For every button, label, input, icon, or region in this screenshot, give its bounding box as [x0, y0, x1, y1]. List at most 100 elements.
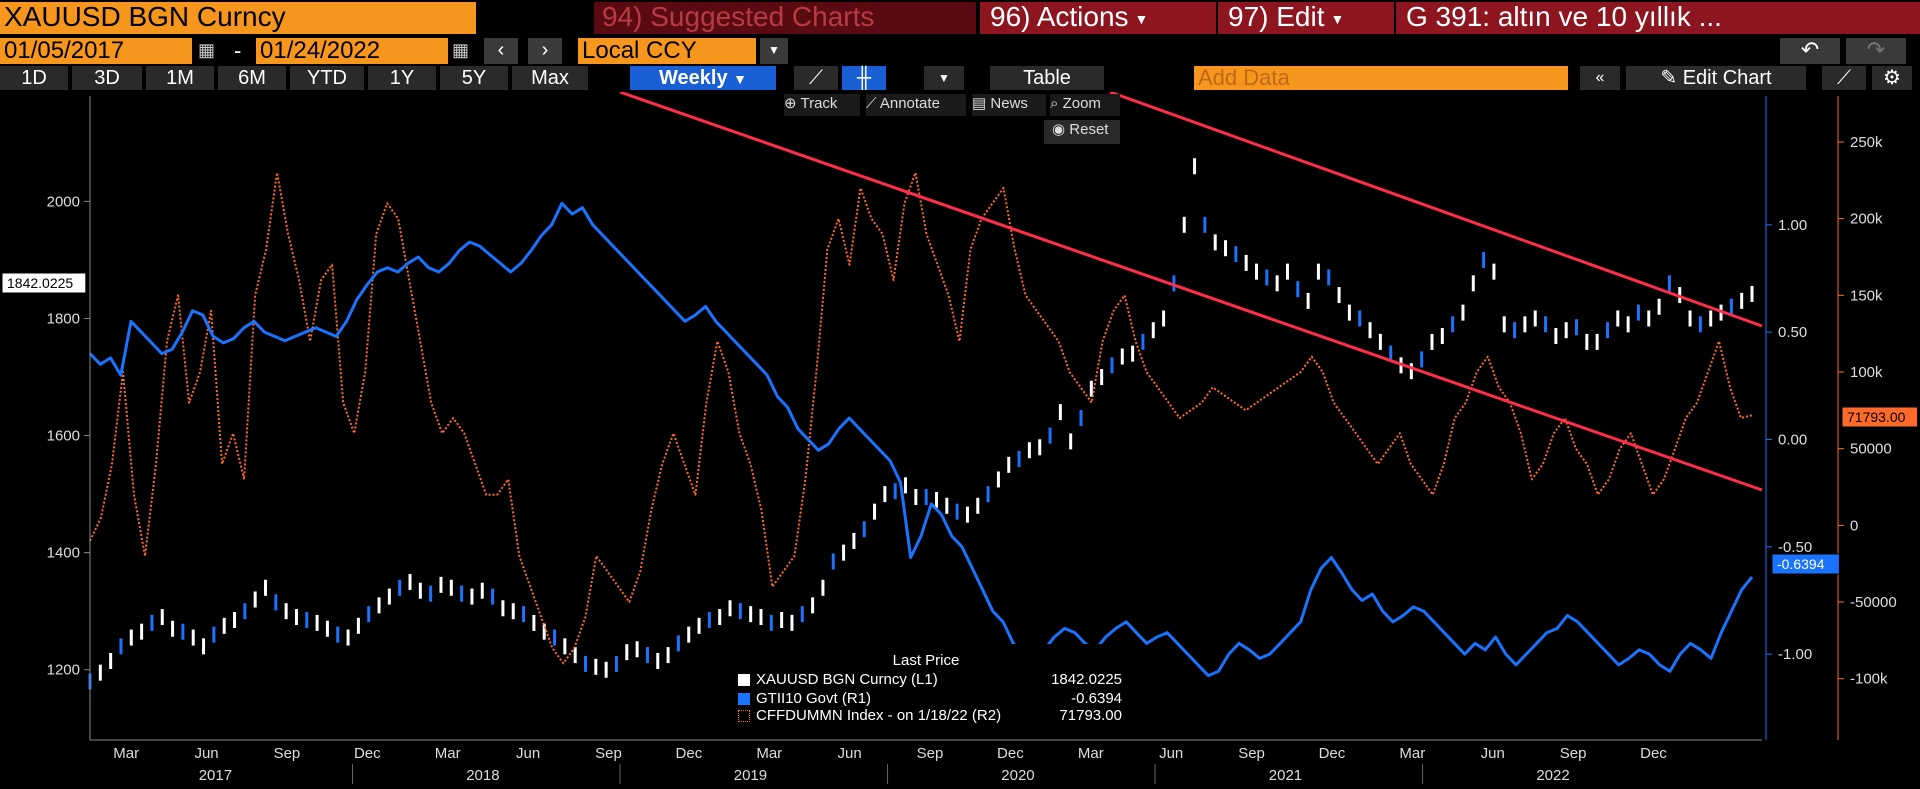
gold-candle — [728, 600, 732, 617]
range-button-ytd[interactable]: YTD — [290, 66, 364, 90]
gold-candle — [934, 491, 938, 508]
gold-candle — [718, 609, 722, 626]
reset-button[interactable]: ◉ Reset — [1044, 120, 1120, 144]
gold-candle — [1213, 234, 1217, 251]
x-year-label: 2021 — [1269, 767, 1302, 784]
gold-candle — [1058, 404, 1062, 421]
actions-menu-button[interactable]: 96) Actions ▼ — [980, 2, 1216, 34]
gold-candle — [1162, 310, 1166, 327]
gold-candle — [1554, 328, 1558, 345]
x-month-label: Sep — [274, 745, 301, 762]
chevron-down-icon[interactable]: ▼ — [760, 38, 788, 64]
range-button-5y[interactable]: 5Y — [440, 66, 508, 90]
line-chart-icon[interactable]: ⟋ — [794, 66, 838, 90]
annotate-label: Annotate — [879, 95, 940, 112]
gold-candle — [1193, 158, 1197, 175]
gold-candle — [449, 579, 453, 596]
annotate-tool[interactable]: ⟋ Annotate — [866, 94, 966, 116]
edit-lines-icon[interactable]: ⟋ — [1822, 66, 1866, 90]
gold-candle — [924, 489, 928, 506]
suggested-charts-button[interactable]: 94) Suggested Charts — [594, 2, 976, 34]
gold-candle — [1038, 439, 1042, 456]
range-button-1d[interactable]: 1D — [0, 66, 68, 90]
add-data-input[interactable]: Add Data — [1194, 66, 1568, 90]
security-ticker-field[interactable]: XAUUSD BGN Curncy — [0, 2, 476, 34]
news-tool[interactable]: ▤ News — [972, 94, 1046, 116]
calendar-icon[interactable]: ▦ — [452, 40, 470, 60]
gold-candle — [1533, 310, 1537, 327]
track-tool[interactable]: ⊕ Track — [784, 94, 860, 116]
gold-candle — [811, 597, 815, 614]
gold-candle — [666, 647, 670, 664]
range-button-1y[interactable]: 1Y — [368, 66, 436, 90]
end-date-field[interactable]: 01/24/2022 — [256, 38, 448, 64]
next-arrow-icon[interactable]: › — [528, 38, 562, 64]
track-label: Track — [800, 95, 838, 112]
zoom-tool[interactable]: ⌕ Zoom — [1050, 94, 1120, 116]
edit-chart-button[interactable]: ✎ Edit Chart — [1626, 66, 1806, 90]
index-line — [89, 171, 1753, 665]
yield-line — [88, 201, 1754, 678]
previous-arrow-icon[interactable]: ‹ — [484, 38, 518, 64]
currency-select[interactable]: Local CCY — [578, 38, 756, 64]
gold-candle — [914, 489, 918, 506]
range-button-3d[interactable]: 3D — [72, 66, 142, 90]
trendline-upper — [1109, 92, 1763, 328]
gold-candle — [1575, 319, 1579, 336]
right1-tick-label: -1.00 — [1778, 646, 1812, 663]
gear-icon[interactable]: ⚙ — [1872, 66, 1912, 90]
gold-candle — [243, 603, 247, 620]
range-button-max[interactable]: Max — [512, 66, 588, 90]
range-button-1m[interactable]: 1M — [146, 66, 214, 90]
gold-candle — [1172, 275, 1176, 292]
right2-tick-label: 0 — [1850, 517, 1858, 534]
x-month-label: Jun — [1159, 745, 1183, 762]
gold-candle — [1513, 322, 1517, 339]
start-date-field[interactable]: 01/05/2017 — [0, 38, 192, 64]
legend-title: Last Price — [892, 652, 960, 669]
edit-menu-button[interactable]: 97) Edit ▼ — [1218, 2, 1394, 34]
gold-candle — [625, 644, 629, 661]
x-month-label: Jun — [194, 745, 218, 762]
collapse-icon[interactable]: « — [1580, 66, 1620, 90]
legend-box: Last Price XAUUSD BGN Curncy (L1) 1842.0… — [724, 644, 1128, 732]
gold-candle — [1389, 345, 1393, 362]
candlestick-icon[interactable]: ╫ — [842, 66, 886, 90]
legend-row: GTII10 Govt (R1) -0.6394 — [724, 690, 1128, 707]
edit-chart-label: Edit Chart — [1682, 67, 1772, 89]
chevron-down-icon[interactable]: ▼ — [924, 66, 964, 90]
right2-tick-label: -100k — [1850, 671, 1888, 688]
x-month-label: Mar — [1399, 745, 1425, 762]
gold-candle — [707, 611, 711, 628]
calendar-icon[interactable]: ▦ — [198, 40, 216, 60]
gold-candle — [594, 658, 598, 675]
gold-candle — [553, 629, 557, 646]
gold-candle — [1306, 292, 1310, 309]
range-button-6m[interactable]: 6M — [218, 66, 286, 90]
x-month-label: Sep — [917, 745, 944, 762]
gold-candle — [1079, 410, 1083, 426]
table-button[interactable]: Table — [990, 66, 1104, 90]
gold-candle — [614, 655, 618, 672]
gold-candle — [109, 652, 113, 669]
gold-candle — [542, 623, 546, 640]
last-label-bg — [1771, 553, 1840, 575]
price-chart[interactable]: 1200 1400 1600 1800 2000 -1.00 -0.50 0.00 0.50 1.… — [0, 92, 1920, 789]
undo-icon[interactable]: ↶ — [1780, 38, 1840, 64]
gold-candle — [842, 544, 846, 561]
chart-title-field[interactable]: G 391: altın ve 10 yıllık ... — [1396, 2, 1920, 34]
gold-candle — [119, 638, 123, 655]
gold-candle — [140, 623, 144, 640]
gold-candle — [1451, 316, 1455, 333]
period-select[interactable]: Weekly ▼ — [630, 66, 776, 90]
gold-candle — [1244, 254, 1248, 271]
gold-candle — [129, 629, 133, 646]
redo-icon[interactable]: ↷ — [1846, 38, 1906, 64]
gold-candle — [181, 623, 185, 640]
gold-candle — [1141, 333, 1145, 350]
gold-candle — [284, 603, 288, 620]
last-label-text: 71793.00 — [1847, 409, 1906, 425]
gold-candle — [511, 603, 515, 620]
gold-candle — [759, 609, 763, 626]
gold-candle — [325, 620, 329, 637]
